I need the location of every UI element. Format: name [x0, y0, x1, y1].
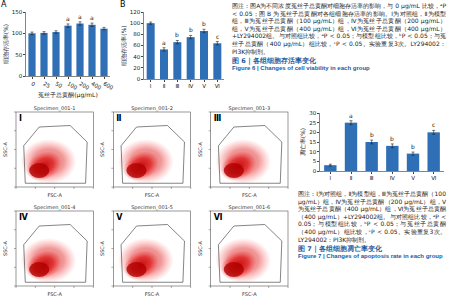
svg-text:Ⅳ: Ⅳ	[188, 83, 194, 89]
svg-text:25: 25	[309, 120, 316, 126]
svg-text:c: c	[216, 33, 219, 40]
html-text:Figure 6 | Changes of cell via: Figure 6 | Changes of cell viability in …	[232, 65, 370, 72]
svg-text:细胞存活率(%): 细胞存活率(%)	[120, 25, 127, 65]
svg-text:A: A	[1, 0, 7, 9]
svg-text:25: 25	[42, 81, 51, 90]
svg-text:100: 100	[66, 81, 79, 92]
svg-text:B: B	[120, 0, 126, 9]
svg-text:40: 40	[133, 54, 140, 60]
svg-text:FSC-A: FSC-A	[242, 192, 257, 198]
svg-text:20: 20	[133, 65, 140, 71]
svg-text:15: 15	[309, 139, 316, 145]
svg-text:Ⅴ: Ⅴ	[411, 175, 415, 181]
svg-text:30: 30	[309, 110, 316, 116]
html-text:Figure 7 | Changes of apoptosi: Figure 7 | Changes of apoptosis rate in …	[298, 253, 443, 260]
svg-text:Ⅵ: Ⅵ	[431, 175, 436, 181]
svg-text:FSC-A: FSC-A	[145, 192, 160, 198]
svg-text:Ⅵ: Ⅵ	[214, 213, 223, 222]
svg-text:80: 80	[133, 31, 140, 37]
svg-text:Specimen_001-3: Specimen_001-3	[228, 105, 270, 112]
svg-text:细胞存活率(%): 细胞存活率(%)	[2, 24, 9, 64]
svg-text:FSC-A: FSC-A	[242, 291, 257, 297]
svg-text:Ⅴ: Ⅴ	[116, 213, 123, 222]
html-text:图 7｜各组细胞凋亡率变化: 图 7｜各组细胞凋亡率变化	[298, 245, 382, 254]
svg-text:FSC-A: FSC-A	[145, 291, 160, 297]
svg-text:Ⅳ: Ⅳ	[390, 175, 396, 181]
svg-text:b: b	[390, 135, 394, 142]
svg-text:b: b	[411, 143, 415, 150]
svg-text:SSC-A: SSC-A	[99, 141, 105, 157]
svg-text:Ⅰ: Ⅰ	[150, 83, 152, 89]
svg-text:SSC-A: SSC-A	[197, 240, 203, 256]
svg-text:a: a	[66, 15, 70, 22]
svg-text:50: 50	[15, 52, 22, 58]
svg-text:b: b	[202, 20, 206, 27]
svg-text:Ⅱ: Ⅱ	[163, 83, 166, 89]
svg-text:Ⅰ: Ⅰ	[330, 175, 332, 181]
svg-text:150: 150	[12, 9, 23, 15]
svg-text:60: 60	[133, 42, 140, 48]
svg-text:Specimen_001-1: Specimen_001-1	[34, 105, 76, 112]
svg-text:0: 0	[137, 76, 141, 82]
svg-text:120: 120	[130, 9, 141, 15]
svg-text:0: 0	[30, 81, 36, 88]
html-text:图注：Ⅰ为对照组，Ⅱ为模型组，Ⅲ为菟丝子总黄酮（100 μg: 图注：Ⅰ为对照组，Ⅱ为模型组，Ⅲ为菟丝子总黄酮（100 μg/mL）组，Ⅳ为菟丝…	[298, 190, 446, 243]
svg-text:Ⅲ: Ⅲ	[214, 114, 222, 123]
svg-text:a: a	[162, 39, 166, 46]
svg-text:Specimen_001-2: Specimen_001-2	[131, 105, 173, 112]
svg-text:Ⅵ: Ⅵ	[215, 83, 220, 89]
svg-text:20: 20	[309, 129, 316, 135]
html-text:图注：图A为不同浓度菟丝子总黄酮对细胞存活率的影响，与 0: 图注：图A为不同浓度菟丝子总黄酮对细胞存活率的影响，与 0 μg/mL 比较，ᵃ…	[232, 2, 446, 55]
svg-text:FSC-A: FSC-A	[47, 291, 62, 297]
svg-text:凋亡率(%): 凋亡率(%)	[299, 128, 306, 156]
svg-text:10: 10	[309, 149, 316, 155]
svg-text:Ⅴ: Ⅴ	[202, 83, 206, 89]
svg-text:SSC-A: SSC-A	[2, 141, 8, 157]
svg-text:0: 0	[313, 168, 317, 174]
svg-text:a: a	[78, 13, 82, 20]
svg-text:b: b	[175, 31, 179, 38]
svg-text:Specimen_001-4: Specimen_001-4	[34, 204, 76, 211]
svg-text:Ⅰ: Ⅰ	[19, 114, 22, 123]
svg-text:菟丝子总黄酮(μg/mL): 菟丝子总黄酮(μg/mL)	[38, 91, 98, 99]
svg-text:50: 50	[54, 81, 63, 90]
svg-text:b: b	[370, 131, 374, 138]
svg-text:SSC-A: SSC-A	[2, 240, 8, 256]
svg-text:100: 100	[12, 30, 23, 36]
svg-text:a: a	[349, 112, 353, 119]
svg-text:5: 5	[313, 158, 317, 164]
svg-text:Ⅱ: Ⅱ	[350, 175, 353, 181]
svg-text:SSC-A: SSC-A	[197, 141, 203, 157]
svg-text:b: b	[189, 26, 193, 33]
svg-text:200: 200	[78, 81, 91, 92]
svg-text:Specimen_001-5: Specimen_001-5	[131, 204, 173, 211]
svg-text:SSC-A: SSC-A	[99, 240, 105, 256]
svg-text:FSC-A: FSC-A	[47, 192, 62, 198]
svg-text:c: c	[432, 121, 435, 128]
svg-text:Ⅱ: Ⅱ	[116, 114, 121, 123]
html-text:图 6｜各组细胞存活率变化: 图 6｜各组细胞存活率变化	[232, 57, 316, 66]
svg-text:100: 100	[130, 20, 141, 26]
svg-text:a: a	[90, 14, 94, 21]
svg-text:Specimen_001-6: Specimen_001-6	[228, 204, 270, 211]
svg-text:Ⅲ: Ⅲ	[370, 175, 374, 181]
svg-text:Ⅲ: Ⅲ	[175, 83, 179, 89]
svg-text:400: 400	[90, 81, 103, 92]
svg-text:0: 0	[19, 73, 23, 79]
svg-text:600: 600	[102, 81, 115, 92]
svg-text:Ⅳ: Ⅳ	[19, 213, 28, 222]
